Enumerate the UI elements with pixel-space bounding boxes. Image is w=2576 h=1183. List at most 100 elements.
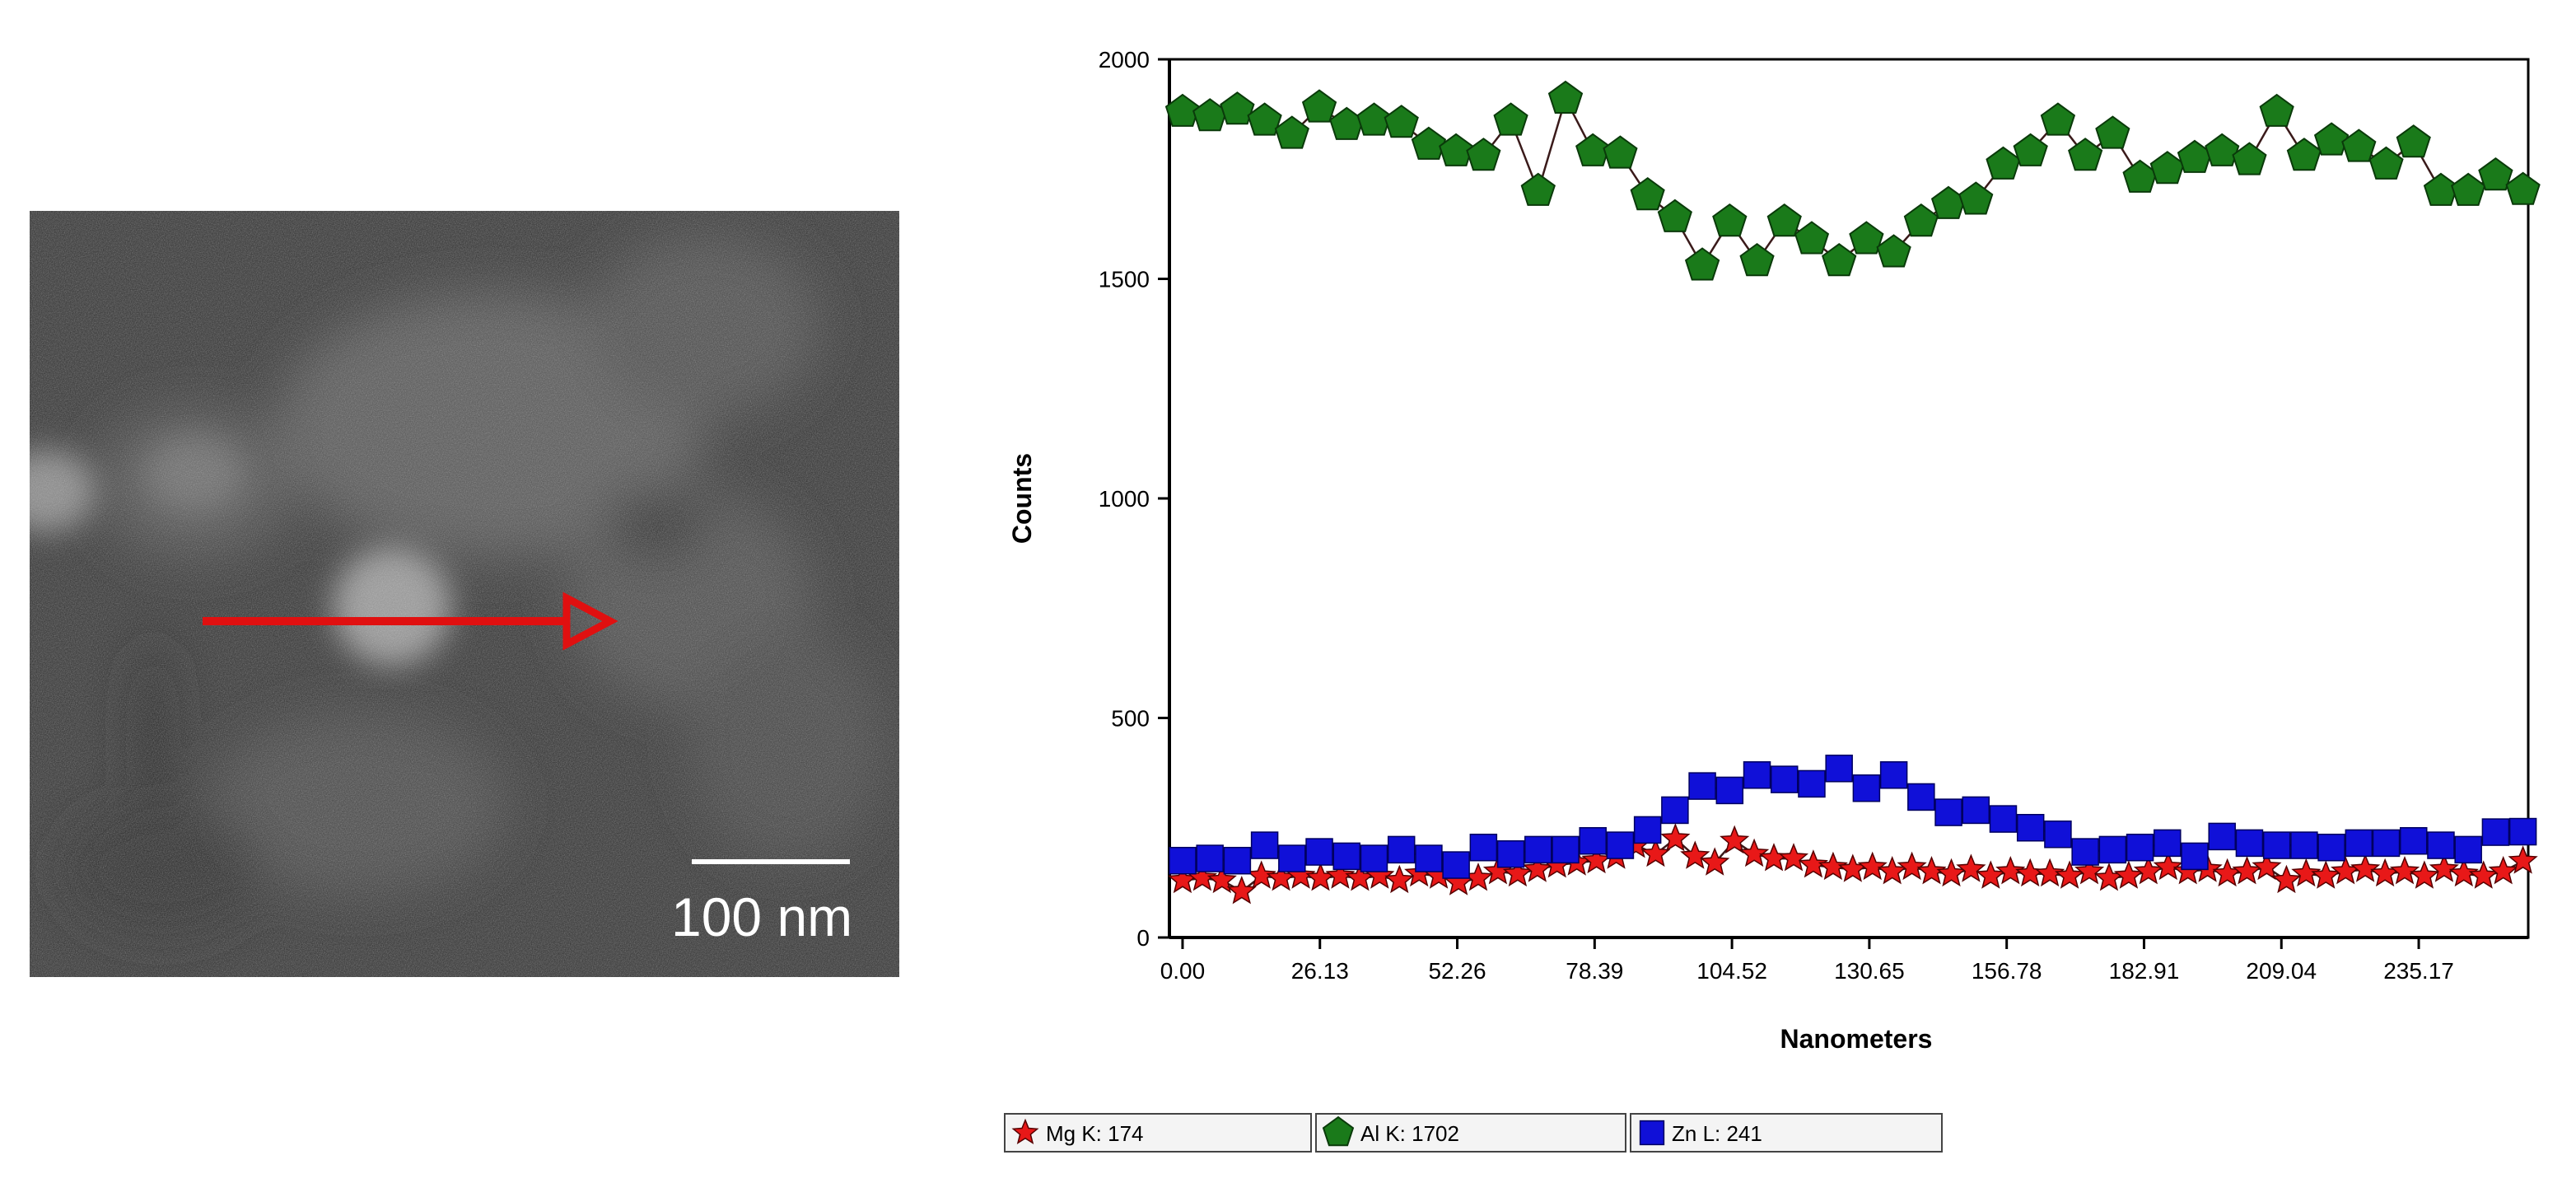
legend-label-al: Al K: 1702 <box>1360 1121 1459 1146</box>
data-point-mg <box>2429 853 2459 882</box>
y-tick-label: 500 <box>1111 706 1150 732</box>
data-point-zn <box>2290 831 2318 859</box>
data-point-mg <box>1857 851 1888 881</box>
data-point-zn <box>1798 769 1826 798</box>
data-point-al <box>1849 221 1884 255</box>
x-tick-label: 104.52 <box>1696 958 1767 984</box>
legend-star-icon <box>1011 1118 1039 1145</box>
data-point-al <box>1876 234 1911 268</box>
data-point-al <box>1164 93 1201 127</box>
data-point-zn <box>1606 831 1635 859</box>
data-point-mg <box>2389 855 2420 885</box>
data-point-zn <box>1552 835 1580 864</box>
x-tick-label: 52.26 <box>1428 958 1486 984</box>
data-point-mg <box>2212 858 2242 887</box>
data-point-zn <box>2508 817 2537 846</box>
data-point-zn <box>1387 835 1416 864</box>
data-point-mg <box>1522 853 1552 882</box>
x-tick-label: 235.17 <box>2383 958 2454 984</box>
x-tick-label: 26.13 <box>1291 958 1349 984</box>
legend-box-mg <box>1004 1113 1312 1153</box>
legend-marker-al <box>1322 1115 1355 1147</box>
data-point-al <box>1301 89 1337 123</box>
series-al <box>1164 80 2541 281</box>
data-point-mg <box>1246 860 1276 889</box>
data-point-zn <box>1962 796 1990 825</box>
data-point-mg <box>1976 860 2006 889</box>
data-point-mg <box>2468 860 2499 889</box>
data-point-zn <box>2399 826 2428 855</box>
data-point-al <box>1520 172 1556 206</box>
data-point-zn <box>2372 829 2401 858</box>
data-point-zn <box>2126 833 2154 862</box>
data-point-zn <box>2098 835 2127 864</box>
data-point-mg <box>2232 855 2262 885</box>
data-point-al <box>2451 172 2486 206</box>
data-point-al <box>2232 142 2267 175</box>
data-point-mg <box>1305 862 1336 891</box>
data-point-mg <box>2331 855 2361 885</box>
data-point-al <box>1903 203 1939 237</box>
data-point-zn <box>1633 816 1662 844</box>
data-point-zn <box>2071 838 2099 866</box>
data-point-zn <box>2235 829 2264 858</box>
data-point-al <box>1356 102 1392 136</box>
series-zn <box>1169 755 2537 879</box>
data-point-zn <box>1332 842 1361 871</box>
data-point-al <box>2368 146 2404 180</box>
data-point-mg <box>2133 855 2163 885</box>
data-point-zn <box>2208 822 2236 851</box>
data-point-mg <box>1798 849 1829 878</box>
data-point-mg <box>2113 860 2144 889</box>
data-point-al <box>1739 242 1775 277</box>
data-point-mg <box>1384 864 1415 894</box>
x-tick-label: 78.39 <box>1566 958 1623 984</box>
data-point-zn <box>2317 833 2345 862</box>
x-tick-label: 182.91 <box>2109 958 2180 984</box>
plot-frame <box>1168 58 2530 939</box>
data-point-al <box>1630 176 1665 211</box>
data-point-mg <box>1502 858 1533 887</box>
data-point-al <box>1958 181 1994 215</box>
data-point-al <box>2013 133 2048 166</box>
y-tick-label: 1000 <box>1099 486 1150 512</box>
data-point-zn <box>1442 851 1470 879</box>
red-arrow <box>203 592 618 651</box>
data-point-al <box>1220 91 1255 125</box>
data-point-mg <box>1660 823 1691 852</box>
data-point-zn <box>1879 761 1908 789</box>
data-point-zn <box>1688 772 1716 800</box>
data-point-al <box>1575 133 1611 166</box>
data-point-mg <box>2369 858 2401 887</box>
data-point-al <box>2478 157 2513 191</box>
data-point-mg <box>2508 845 2538 874</box>
data-point-mg <box>1206 864 1237 894</box>
data-point-mg <box>1680 840 1710 869</box>
data-point-mg <box>2488 855 2518 885</box>
data-point-mg <box>2448 858 2479 887</box>
data-point-al <box>2259 93 2294 127</box>
x-tick-label: 156.78 <box>1972 958 2042 984</box>
data-point-mg <box>1226 875 1257 905</box>
data-point-al <box>2313 122 2350 156</box>
data-point-al <box>2341 129 2377 162</box>
data-point-al <box>1603 135 1638 169</box>
data-point-zn <box>1278 844 1306 872</box>
data-point-mg <box>2252 851 2282 881</box>
data-point-zn <box>1743 761 1771 789</box>
legend-box-al <box>1315 1113 1626 1153</box>
y-tick-label: 1500 <box>1099 267 1150 292</box>
data-point-mg <box>2271 864 2302 894</box>
data-point-zn <box>1415 844 1443 872</box>
x-axis-title: Nanometers <box>1780 1024 1933 1054</box>
data-point-zn <box>2427 831 2455 859</box>
legend-marker-zn <box>1639 1120 1665 1146</box>
data-point-mg <box>2409 860 2440 889</box>
data-point-zn <box>1989 805 2018 833</box>
data-point-mg <box>1818 851 1848 881</box>
data-point-zn <box>2154 829 2182 858</box>
data-point-mg <box>1936 858 1967 887</box>
data-point-al <box>1766 203 1802 237</box>
data-point-al <box>2396 124 2431 158</box>
